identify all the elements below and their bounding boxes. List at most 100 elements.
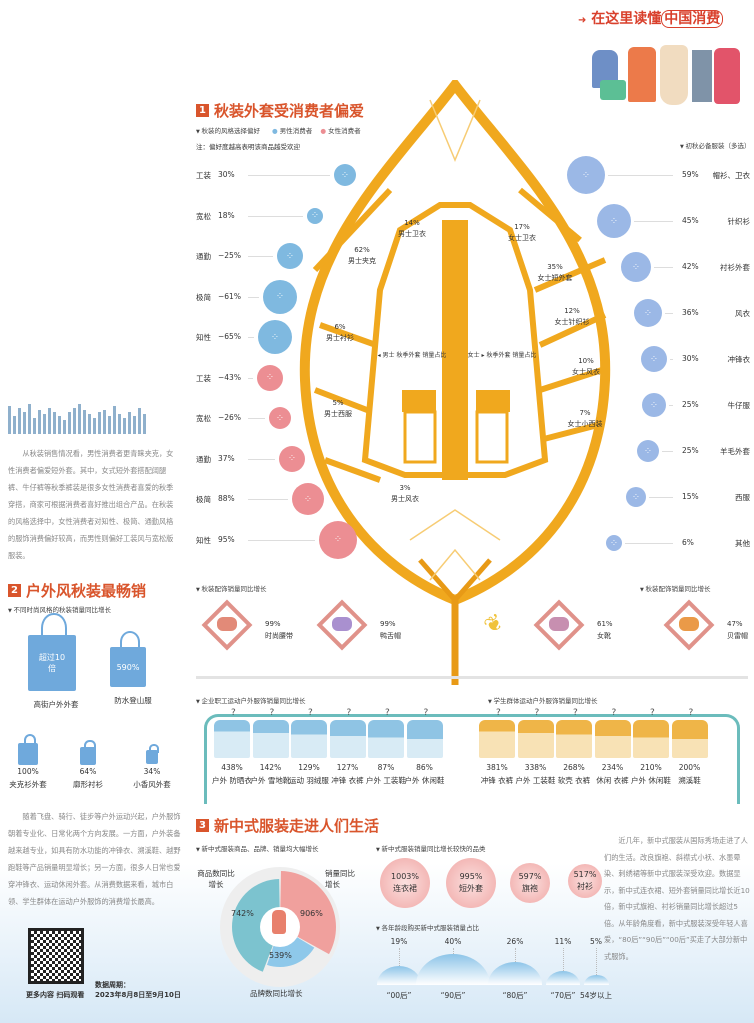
- leader-line: [248, 499, 288, 500]
- clothing-illustration: [590, 45, 740, 110]
- female-legend-dot: ●: [320, 127, 327, 135]
- growth-value: 129%: [298, 763, 320, 772]
- women-coat-share: 7% 女士小西装: [568, 408, 603, 430]
- leader-line: [248, 458, 275, 460]
- style-value: −43%: [218, 372, 241, 382]
- essential-name: 西服: [735, 493, 750, 502]
- donut-value-brands: 539%: [269, 951, 292, 960]
- bar: [133, 416, 136, 434]
- essential-name: 针织衫: [727, 217, 751, 226]
- hanger-icon: ?: [650, 708, 655, 718]
- bar: [53, 412, 56, 434]
- style-label: 宽松: [196, 414, 211, 423]
- leader-line: [665, 313, 673, 314]
- coat-name: 男士风衣: [391, 495, 419, 503]
- leader-line: [248, 175, 330, 176]
- bar: [33, 418, 36, 434]
- shirt-icon: [633, 720, 669, 758]
- age-dome: [583, 974, 609, 985]
- fast-title: 新中式服装销量同比增长较快的品类: [376, 843, 485, 853]
- donut-value-items: 742%: [231, 909, 254, 918]
- section3-paragraph: 近几年，新中式服装从国际秀场走进了人们的生活。改良旗袍、斜襟式小袄、水墨晕染、刺…: [604, 836, 750, 961]
- bag-name: 廓形衬衫: [73, 780, 103, 789]
- donut-label-sales: 销量同比增长: [325, 869, 355, 889]
- bar: [58, 416, 61, 434]
- bar: [103, 410, 106, 434]
- hanger-icon: ?: [385, 708, 390, 718]
- men-coat-share: 5% 男士西服: [324, 398, 352, 420]
- essential-value: 25%: [682, 446, 699, 455]
- style-value: 37%: [218, 453, 235, 463]
- leader-line: [625, 543, 673, 544]
- coat-name: 男士卫衣: [398, 230, 426, 238]
- essential-name: 羊毛外套: [720, 447, 750, 456]
- leader-line: [248, 377, 253, 379]
- leader-line: [248, 337, 254, 338]
- style-value: −65%: [218, 332, 241, 341]
- hanger-icon: ?: [688, 708, 694, 718]
- student-title: 学生群体运动户外服饰销量同比增长: [488, 695, 597, 705]
- female-button-icon: [319, 520, 357, 559]
- donut-title: 新中式服装商品、品牌、销量均大幅增长: [196, 843, 318, 853]
- share-value: 6%: [334, 323, 346, 331]
- age-value: 5%: [590, 937, 602, 946]
- growth-bubble: 995% 短外套: [446, 858, 496, 908]
- women-coat-label: 女士 ▸ 秋季外套 销量占比: [467, 352, 537, 359]
- style-value: −25%: [218, 251, 241, 260]
- bubble-name: 连衣裙: [393, 884, 417, 893]
- style-value: 88%: [218, 494, 235, 503]
- bar: [8, 406, 11, 434]
- style-value: −26%: [218, 413, 241, 422]
- style-value: −61%: [218, 291, 241, 301]
- leader-line: [634, 221, 673, 222]
- bag-name: 防水登山服: [114, 696, 152, 705]
- accessory-value: 99%: [265, 620, 281, 628]
- section1-paragraph: 从秋装销售情况看，男性消费者更青睐夹克，女性消费者偏爱短外套。其中，女式短外套搭…: [8, 449, 174, 560]
- shirt-icon: [671, 720, 708, 758]
- data-period: 数据周期： 2023年8月8日至9月10日: [95, 981, 181, 999]
- leader-line: [654, 267, 673, 268]
- leader-line: [608, 175, 673, 176]
- leader-line: [248, 256, 273, 257]
- growth-value: 200%: [678, 763, 701, 772]
- bar: [48, 408, 51, 434]
- growth-bubble: 597% 旗袍: [510, 863, 550, 903]
- bar: [83, 410, 86, 434]
- female-button-icon: [269, 407, 291, 429]
- item-name: 户外 雪地靴: [250, 776, 291, 785]
- section1-title: 1 秋装外套受消费者偏爱: [196, 100, 364, 121]
- style-value: 30%: [218, 170, 235, 179]
- bar: [93, 418, 96, 434]
- growth-value: 381%: [486, 763, 508, 772]
- button-icon: [621, 252, 651, 282]
- essential-value: 45%: [682, 216, 699, 225]
- shopping-bag-icon: 590%: [110, 631, 146, 687]
- age-dome: [546, 970, 580, 985]
- shirt-icon: [556, 720, 592, 758]
- growth-bubble: 517% 衬衫: [568, 864, 602, 898]
- age-dome: [376, 966, 422, 985]
- leaf-jacket-illustration: [299, 80, 611, 685]
- accessories-title-left: 秋装配饰销量同比增长: [196, 583, 266, 593]
- essential-value: 42%: [682, 262, 699, 271]
- bar: [118, 414, 121, 434]
- share-value: 12%: [564, 307, 580, 315]
- share-value: 10%: [578, 357, 594, 365]
- hanger-icon: ?: [269, 708, 275, 718]
- shirt-icon: [517, 720, 554, 758]
- qr-code[interactable]: [28, 928, 84, 984]
- leader-line: [453, 948, 454, 954]
- leader-line: [399, 948, 400, 967]
- share-value: 5%: [332, 399, 344, 407]
- style-label: 知性: [196, 535, 211, 545]
- shirt-icon: [291, 720, 327, 758]
- essential-name: 风衣: [735, 309, 750, 318]
- essential-value: 36%: [682, 308, 699, 317]
- bag-name: 小香风外套: [133, 780, 171, 789]
- bubble-value: 517%: [573, 870, 597, 879]
- male-button-icon: [307, 207, 323, 224]
- shirt-icon: [368, 720, 404, 758]
- bar: [78, 404, 81, 434]
- style-label: 工装: [196, 373, 211, 383]
- growth-bubble: 1003% 连衣裙: [380, 858, 430, 908]
